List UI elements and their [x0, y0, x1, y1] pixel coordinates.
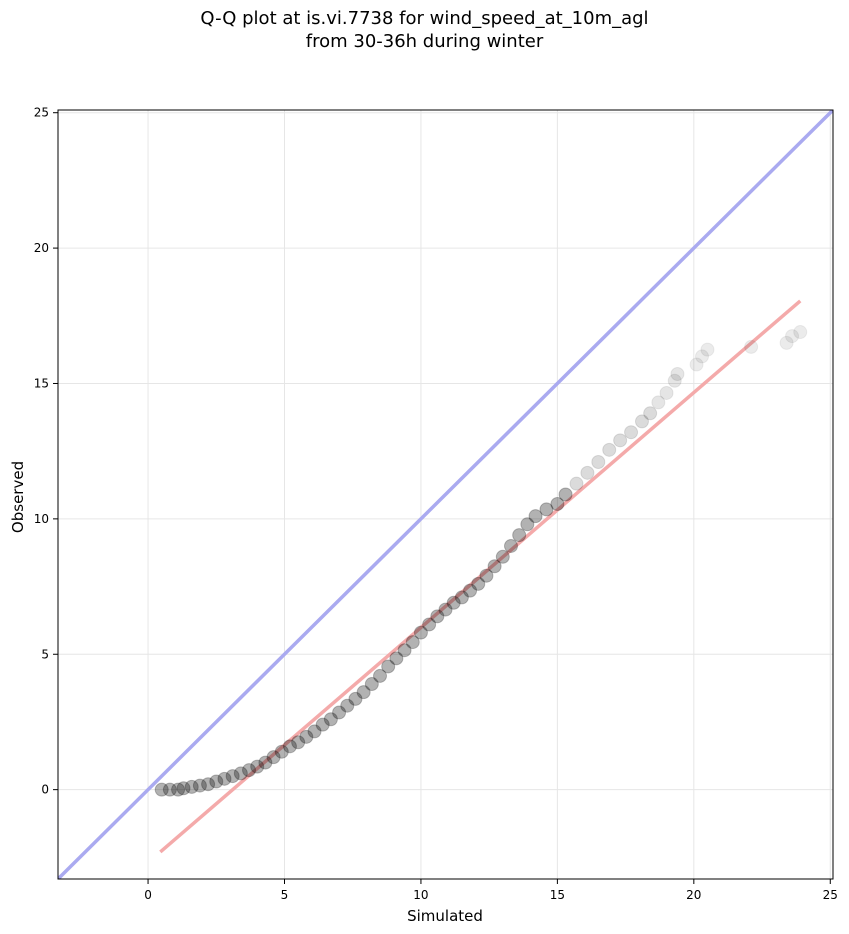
quantile-point [192, 778, 207, 793]
quantile-point [364, 677, 379, 692]
quantile-point [209, 774, 224, 789]
quantile-point [397, 643, 412, 658]
quantile-point [659, 385, 674, 400]
quantile-point [643, 406, 658, 421]
quantile-point [184, 779, 199, 794]
chart-title-line-1: Q-Q plot at is.vi.7738 for wind_speed_at… [200, 8, 649, 29]
quantile-point [487, 559, 502, 574]
ticks: 0 5 10 15 20 25 0 5 10 15 20 25 [34, 106, 838, 902]
plot-frame [57, 109, 834, 880]
quantile-point [299, 729, 314, 744]
quantile-point [381, 659, 396, 674]
quantile-point [315, 717, 330, 732]
fit-line [159, 299, 802, 854]
quantile-point [413, 625, 428, 640]
lines-layer [58, 110, 833, 879]
quantile-point [250, 759, 265, 774]
quantile-point [580, 465, 595, 480]
quantile-point [463, 583, 478, 598]
quantile-point [373, 668, 388, 683]
quantile-point [201, 777, 216, 792]
reference-line [58, 110, 833, 879]
y-tick-label-4: 20 [34, 241, 49, 255]
quantile-point [233, 766, 248, 781]
quantile-point [634, 414, 649, 429]
quantile-point [446, 595, 461, 610]
quantile-point [700, 342, 715, 357]
quantile-point [348, 691, 363, 706]
quantile-point [438, 602, 453, 617]
y-tick-label-5: 25 [34, 106, 49, 120]
quantile-point [689, 357, 704, 372]
quantile-point [162, 782, 177, 797]
quantile-point [591, 455, 606, 470]
quantile-point [569, 476, 584, 491]
quantile-point [479, 568, 494, 583]
quantile-point [225, 769, 240, 784]
quantile-point [670, 367, 685, 382]
quantile-point [154, 782, 169, 797]
quantile-point [291, 735, 306, 750]
x-tick-label-1: 5 [281, 888, 289, 902]
quantile-point [340, 698, 355, 713]
quantile-point [667, 373, 682, 388]
quantile-point [471, 576, 486, 591]
quantile-point [422, 617, 437, 632]
x-axis-label: Simulated [407, 907, 483, 925]
quantile-point [274, 744, 289, 759]
grid [58, 110, 833, 879]
y-tick-label-0: 0 [41, 783, 49, 797]
quantile-point [512, 528, 527, 543]
quantile-point [282, 739, 297, 754]
quantile-point [785, 329, 800, 344]
quantile-point [539, 502, 554, 517]
quantile-point [258, 755, 273, 770]
quantile-point [405, 635, 420, 650]
y-tick-label-2: 10 [34, 512, 49, 526]
quantile-point [550, 496, 565, 511]
quantile-point [430, 609, 445, 624]
x-tick-label-4: 20 [686, 888, 701, 902]
quantile-point [323, 712, 338, 727]
quantile-point [528, 509, 543, 524]
x-tick-label-2: 10 [413, 888, 428, 902]
quantile-point [266, 750, 281, 765]
quantile-point [503, 538, 518, 553]
quantile-point [242, 763, 257, 778]
points-layer [154, 325, 808, 797]
x-tick-label-0: 0 [144, 888, 152, 902]
quantile-point [171, 782, 186, 797]
quantile-point [307, 724, 322, 739]
quantile-point [495, 549, 510, 564]
quantile-point [217, 771, 232, 786]
chart-title-line-2: from 30-36h during winter [305, 31, 544, 52]
x-tick-label-3: 15 [550, 888, 565, 902]
quantile-point [602, 442, 617, 457]
quantile-point [624, 425, 639, 440]
quantile-point [744, 339, 759, 354]
quantile-point [356, 685, 371, 700]
y-axis-label: Observed [9, 461, 27, 533]
quantile-point [695, 349, 710, 364]
y-tick-label-3: 15 [34, 376, 49, 390]
quantile-point [520, 517, 535, 532]
quantile-point [332, 705, 347, 720]
quantile-point [389, 651, 404, 666]
quantile-point [779, 335, 794, 350]
y-tick-label-1: 5 [41, 647, 49, 661]
x-tick-label-5: 25 [823, 888, 838, 902]
quantile-point [651, 395, 666, 410]
quantile-point [793, 325, 808, 340]
quantile-point [454, 590, 469, 605]
quantile-point [176, 781, 191, 796]
quantile-point [613, 433, 628, 448]
quantile-point [558, 487, 573, 502]
